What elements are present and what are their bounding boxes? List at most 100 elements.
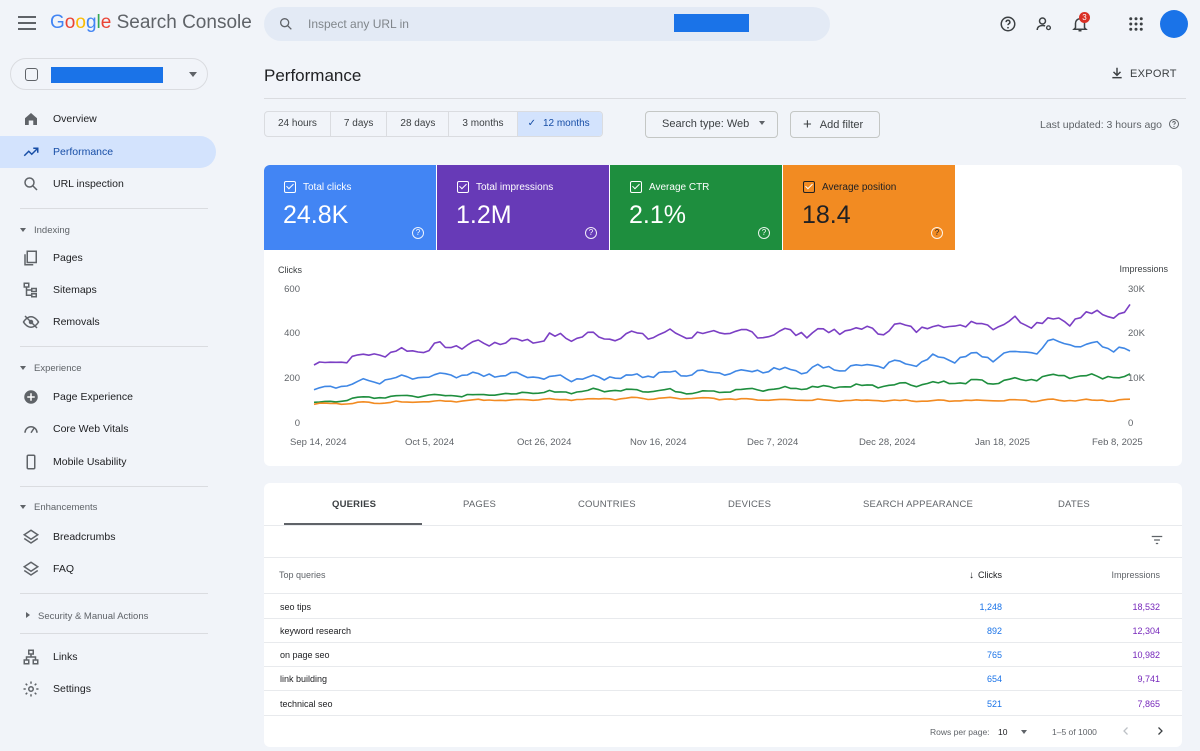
tab-dates[interactable]: DATES [1058,499,1090,510]
pagination-range: 1–5 of 1000 [1052,727,1097,737]
sidebar-item-mobile-usability[interactable]: Mobile Usability [0,446,216,478]
check-icon: ✓ [527,118,536,129]
divider [264,690,1182,691]
metric-average-ctr[interactable]: Average CTR 2.1% ? [610,165,782,250]
column-header-clicks[interactable]: ↓ Clicks [969,570,1002,581]
rows-per-page-select[interactable]: 10 [998,727,1028,737]
table-row[interactable]: on page seo 765 10,982 [264,642,1182,666]
sidebar-item-url-inspection[interactable]: URL inspection [0,168,216,200]
menu-icon[interactable] [18,16,36,30]
search-type-label: Search type: Web [662,118,750,130]
row-clicks: 892 [986,626,1002,636]
sidebar-item-sitemaps[interactable]: Sitemaps [0,274,216,306]
export-button[interactable]: EXPORT [1110,66,1177,80]
section-security[interactable]: Security & Manual Actions [26,611,148,622]
notification-badge: 3 [1079,12,1090,23]
divider [264,557,1182,558]
tab-queries[interactable]: QUERIES [332,499,377,510]
table-row[interactable]: technical seo 521 7,865 [264,691,1182,715]
date-range-12m[interactable]: ✓ 12 months [517,112,602,136]
chevron-right-icon[interactable] [1154,725,1166,737]
column-header-query[interactable]: Top queries [279,570,326,580]
x-tick: Sep 14, 2024 [290,437,347,448]
x-tick: Feb 8, 2025 [1092,437,1143,448]
date-range-7d[interactable]: 7 days [331,112,388,136]
logo-product: Search Console [116,12,252,33]
divider [264,715,1182,716]
sidebar-item-label: Removals [53,316,100,328]
sidebar-item-overview[interactable]: Overview [0,103,216,135]
help-icon[interactable]: ? [931,227,943,239]
sidebar-item-performance[interactable]: Performance [0,136,216,168]
help-icon[interactable]: ? [758,227,770,239]
performance-line-chart[interactable] [264,165,1182,466]
manage-users-icon[interactable] [1035,15,1053,33]
table-row[interactable]: seo tips 1,248 18,532 [264,594,1182,618]
app-logo[interactable]: Google Search Console [50,12,252,34]
help-icon[interactable]: ? [585,227,597,239]
date-range-3m[interactable]: 3 months [449,112,518,136]
x-tick: Oct 26, 2024 [517,437,572,448]
tab-devices[interactable]: DEVICES [728,499,772,510]
row-query: link building [280,674,328,684]
sidebar-item-label: Settings [53,683,91,695]
right-tick: 10K [1128,373,1145,384]
row-clicks: 765 [986,650,1002,660]
help-icon[interactable]: ? [412,227,424,239]
property-selector[interactable] [10,58,208,90]
sidebar-item-core-web-vitals[interactable]: Core Web Vitals [0,413,216,445]
sidebar-item-page-experience[interactable]: Page Experience [0,381,216,413]
add-filter-button[interactable]: + Add filter [790,111,881,138]
sidebar-item-label: URL inspection [53,178,124,190]
help-icon[interactable] [999,15,1017,33]
url-inspect-search[interactable]: Inspect any URL in [264,7,830,41]
chevron-left-icon[interactable] [1120,725,1132,737]
divider [264,525,1182,526]
search-type-dropdown[interactable]: Search type: Web [645,111,779,138]
section-enhancements[interactable]: Enhancements [20,502,97,513]
column-header-impressions[interactable]: Impressions [1111,570,1160,580]
section-experience[interactable]: Experience [20,363,82,374]
date-range-24h[interactable]: 24 hours [265,112,331,136]
date-range-28d[interactable]: 28 days [387,112,450,136]
active-tab-indicator [284,523,422,525]
metric-average-position[interactable]: Average position 18.4 ? [783,165,955,250]
gear-icon [23,681,39,697]
download-icon [1112,67,1122,79]
layers-icon [22,529,40,544]
tab-countries[interactable]: COUNTRIES [578,499,636,510]
sidebar-item-pages[interactable]: Pages [0,242,216,274]
pages-icon [24,250,37,266]
tab-search-appearance[interactable]: SEARCH APPEARANCE [863,499,974,510]
column-header-label: Clicks [978,570,1002,580]
metric-total-impressions[interactable]: Total impressions 1.2M ? [437,165,609,250]
avatar[interactable] [1160,10,1188,38]
chevron-down-icon [759,121,766,125]
series-line[interactable] [313,338,1131,391]
left-axis-title: Clicks [278,265,302,275]
checkbox-icon [284,181,296,193]
date-range-selector: 24 hours 7 days 28 days 3 months ✓ 12 mon… [264,111,603,137]
search-placeholder: Inspect any URL in [308,17,409,31]
tab-pages[interactable]: PAGES [463,499,497,510]
series-line[interactable] [313,373,1131,404]
sidebar-item-removals[interactable]: Removals [0,306,216,338]
sidebar-item-faq[interactable]: FAQ [0,553,216,585]
last-updated: Last updated: 3 hours ago [1040,118,1180,131]
section-title: Security & Manual Actions [38,611,149,622]
apps-grid-icon[interactable] [1127,15,1145,33]
help-icon[interactable] [1168,118,1180,130]
table-row[interactable]: link building 654 9,741 [264,666,1182,690]
sidebar-item-breadcrumbs[interactable]: Breadcrumbs [0,521,216,553]
filter-list-icon[interactable] [1150,533,1164,547]
series-line[interactable] [313,303,1131,366]
rows-per-page-value: 10 [998,727,1008,737]
date-range-label: 12 months [542,118,590,129]
section-indexing[interactable]: Indexing [20,225,70,236]
table-row[interactable]: keyword research 892 12,304 [264,618,1182,642]
sidebar-item-settings[interactable]: Settings [0,673,216,705]
sidebar-item-links[interactable]: Links [0,641,216,673]
series-line[interactable] [313,396,1131,406]
sidebar-item-label: FAQ [53,563,75,575]
metric-total-clicks[interactable]: Total clicks 24.8K ? [264,165,436,250]
